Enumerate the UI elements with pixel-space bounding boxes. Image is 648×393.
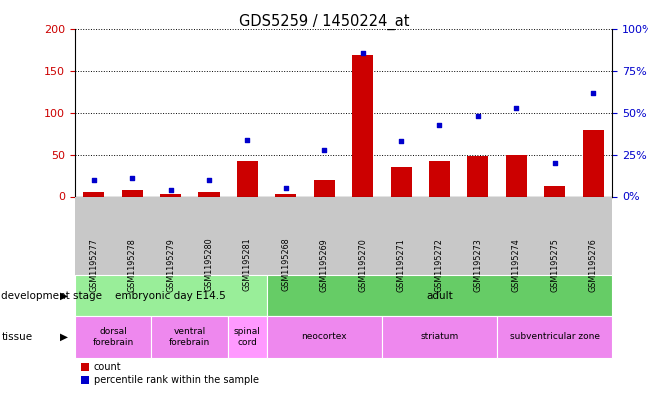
- Text: GSM1195271: GSM1195271: [397, 238, 406, 292]
- Text: GSM1195269: GSM1195269: [319, 238, 329, 292]
- Point: [588, 90, 598, 96]
- Text: spinal
cord: spinal cord: [234, 327, 261, 347]
- Text: GSM1195278: GSM1195278: [128, 238, 137, 292]
- Point: [89, 176, 99, 183]
- Text: ventral
forebrain: ventral forebrain: [169, 327, 211, 347]
- Bar: [583, 130, 604, 196]
- Text: development stage: development stage: [1, 291, 102, 301]
- Text: GSM1195270: GSM1195270: [358, 238, 367, 292]
- Text: count: count: [94, 362, 122, 372]
- Point: [358, 50, 368, 56]
- Text: GDS5259 / 1450224_at: GDS5259 / 1450224_at: [238, 14, 410, 30]
- Bar: [391, 167, 411, 196]
- Bar: [352, 55, 373, 196]
- Point: [281, 185, 291, 191]
- Bar: [314, 180, 335, 196]
- Bar: [237, 162, 258, 196]
- Text: percentile rank within the sample: percentile rank within the sample: [94, 375, 259, 385]
- Point: [511, 105, 522, 111]
- Bar: [429, 162, 450, 196]
- Text: GSM1195277: GSM1195277: [89, 238, 98, 292]
- Text: embryonic day E14.5: embryonic day E14.5: [115, 291, 226, 301]
- Bar: [198, 192, 220, 196]
- Bar: [544, 186, 565, 196]
- Point: [127, 175, 137, 181]
- Point: [319, 147, 329, 153]
- Text: GSM1195281: GSM1195281: [243, 238, 252, 291]
- Text: GSM1195280: GSM1195280: [205, 238, 213, 291]
- Text: GSM1195273: GSM1195273: [474, 238, 482, 292]
- Text: striatum: striatum: [421, 332, 459, 342]
- Point: [165, 187, 176, 193]
- Text: subventricular zone: subventricular zone: [510, 332, 600, 342]
- Text: GSM1195276: GSM1195276: [588, 238, 597, 292]
- Point: [203, 176, 214, 183]
- Text: ▶: ▶: [60, 332, 68, 342]
- Text: GSM1195275: GSM1195275: [550, 238, 559, 292]
- Point: [396, 138, 406, 145]
- Text: neocortex: neocortex: [301, 332, 347, 342]
- Bar: [122, 190, 143, 196]
- Bar: [83, 192, 104, 196]
- Bar: [467, 156, 489, 196]
- Text: GSM1195272: GSM1195272: [435, 238, 444, 292]
- Point: [434, 121, 445, 128]
- Text: adult: adult: [426, 291, 453, 301]
- Text: GSM1195279: GSM1195279: [166, 238, 175, 292]
- Text: dorsal
forebrain: dorsal forebrain: [92, 327, 133, 347]
- Bar: [505, 155, 527, 196]
- Bar: [275, 194, 296, 196]
- Text: GSM1195274: GSM1195274: [512, 238, 521, 292]
- Point: [473, 113, 483, 119]
- Text: ▶: ▶: [60, 291, 68, 301]
- Point: [550, 160, 560, 166]
- Point: [242, 136, 253, 143]
- Text: GSM1195268: GSM1195268: [281, 238, 290, 291]
- Text: tissue: tissue: [1, 332, 32, 342]
- Bar: [160, 194, 181, 196]
